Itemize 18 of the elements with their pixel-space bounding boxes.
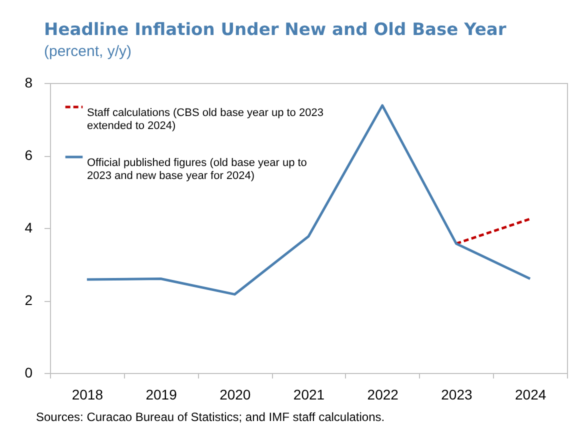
x-tick-label: 2024 bbox=[514, 386, 546, 402]
x-tick-label: 2022 bbox=[367, 386, 399, 402]
y-tick-label: 6 bbox=[24, 147, 33, 163]
x-tick-label: 2018 bbox=[72, 386, 104, 402]
x-tick-label: 2020 bbox=[220, 386, 251, 402]
y-tick-label: 8 bbox=[24, 74, 33, 90]
y-tick-label: 2 bbox=[24, 292, 33, 308]
x-tick-label: 2019 bbox=[146, 386, 178, 402]
legend-label: Official published figures (old base year up to 2023 and new base year for 2024) bbox=[87, 157, 307, 182]
line-series bbox=[86, 104, 532, 296]
y-tick-label: 0 bbox=[24, 364, 33, 380]
source-note: Sources: Curacao Bureau of Statistics; and IMF staff calculations. bbox=[36, 410, 385, 424]
chart-subtitle: (percent, y/y) bbox=[44, 43, 132, 60]
x-tick-label: 2021 bbox=[293, 386, 325, 402]
chart-title: Headline Inflation Under New and Old Base Year bbox=[44, 20, 507, 40]
y-tick-label: 4 bbox=[24, 220, 33, 236]
legend-label: Staff calculations (CBS old base year up to 2023 extended to 2024) bbox=[87, 107, 324, 132]
x-tick-label: 2023 bbox=[441, 386, 472, 402]
